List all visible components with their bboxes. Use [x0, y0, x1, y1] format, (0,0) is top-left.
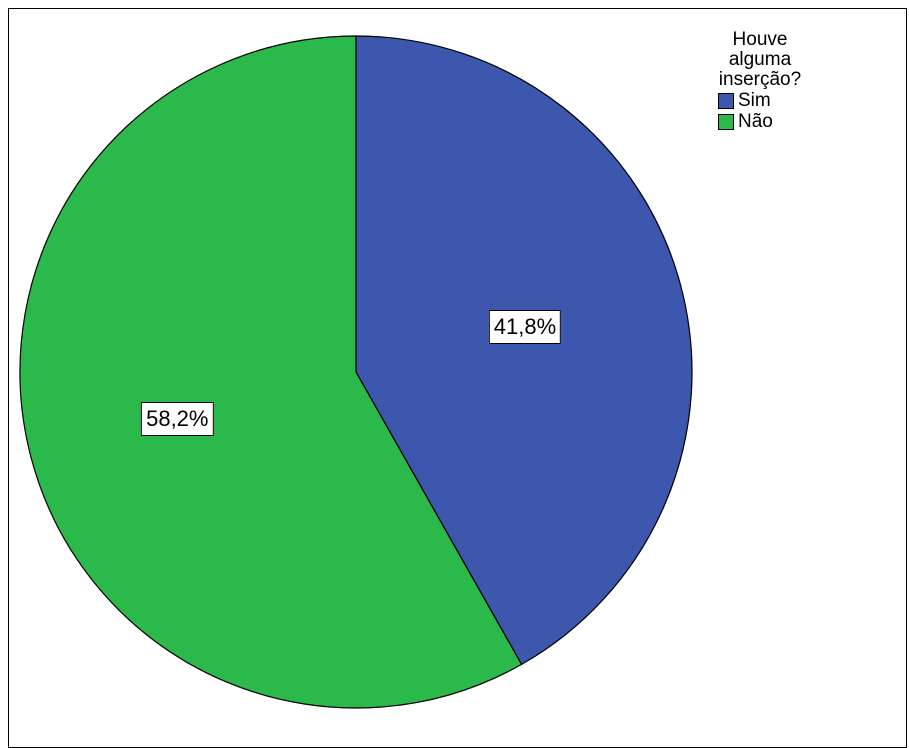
legend-item-sim: Sim	[718, 90, 820, 111]
pie-chart	[19, 35, 693, 709]
legend-title: Houve alguma inserção?	[700, 30, 820, 90]
legend-swatch-sim	[718, 92, 734, 109]
legend: Houve alguma inserção? Sim Não	[700, 30, 820, 132]
legend-title-line: alguma	[728, 49, 792, 70]
legend-label-nao: Não	[738, 110, 773, 132]
pie-slice-nao	[19, 35, 523, 709]
legend-label-sim: Sim	[738, 89, 771, 111]
slice-label-sim: 41,8%	[488, 310, 562, 345]
legend-item-nao: Não	[718, 111, 820, 132]
pie-slice-sim	[355, 35, 693, 666]
slice-label-nao: 58,2%	[141, 402, 214, 437]
legend-title-line: Houve	[732, 29, 788, 50]
legend-title-line: inserção?	[718, 69, 802, 90]
legend-swatch-nao	[718, 113, 734, 130]
